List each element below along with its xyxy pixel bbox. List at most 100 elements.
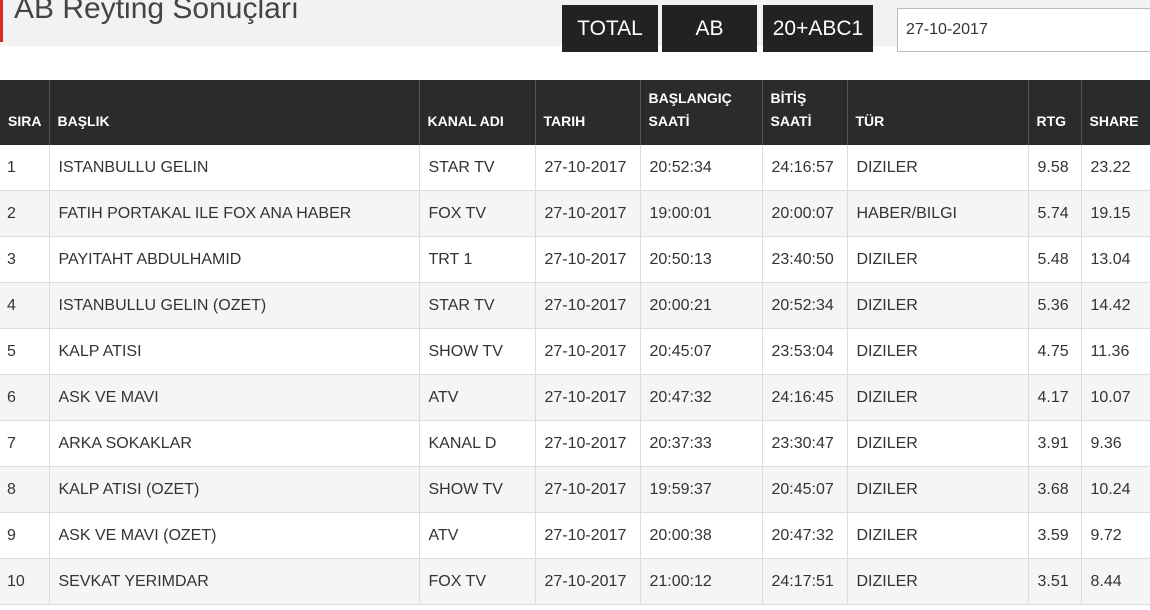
table-cell: SEVKAT YERIMDAR [49,558,420,605]
table-cell: 10.07 [1081,374,1150,421]
table-cell: 20:50:13 [640,236,763,283]
table-cell: 20:37:33 [640,420,763,467]
table-cell: DIZILER [847,420,1029,467]
table-cell: 20:52:34 [762,282,848,329]
table-cell: 4 [0,282,50,329]
table-cell: 24:16:45 [762,374,848,421]
table-cell: 5.48 [1028,236,1082,283]
table-cell: 27-10-2017 [535,420,641,467]
table-cell: 1 [0,145,50,191]
table-cell: ISTANBULLU GELIN [49,145,420,191]
table-cell: 24:17:51 [762,558,848,605]
table-cell: 9.72 [1081,512,1150,559]
table-cell: 24:16:57 [762,145,848,191]
table-row: 9 ASK VE MAVI (OZET) ATV 27-10-2017 20:00:38… [0,512,1150,559]
filter-button[interactable]: TOTAL [562,5,658,52]
table-cell: PAYITAHT ABDULHAMID [49,236,420,283]
table-cell: 23:53:04 [762,328,848,375]
table-cell: DIZILER [847,558,1029,605]
table-cell: 4.17 [1028,374,1082,421]
table-row: 3 PAYITAHT ABDULHAMID TRT 1 27-10-2017 20:50… [0,236,1150,283]
table-cell: 9.36 [1081,420,1150,467]
table-cell: 27-10-2017 [535,236,641,283]
header-row: SIRA BAŞLIK KANAL ADI TARIH BAŞLANGIÇ SAATİ B… [0,80,1150,145]
ratings-table: SIRA BAŞLIK KANAL ADI TARIH BAŞLANGIÇ SAATİ B… [0,80,1150,605]
table-cell: 20:45:07 [762,466,848,513]
table-cell: 27-10-2017 [535,145,641,191]
table-cell: 8 [0,466,50,513]
table-cell: ASK VE MAVI (OZET) [49,512,420,559]
table-row: 5 KALP ATISI SHOW TV 27-10-2017 20:45:07 23:5… [0,328,1150,375]
table-cell: 3.68 [1028,466,1082,513]
column-header[interactable]: BİTİŞ SAATİ [762,80,848,145]
table-cell: ARKA SOKAKLAR [49,420,420,467]
table-cell: 6 [0,374,50,421]
table-cell: 27-10-2017 [535,282,641,329]
table-cell: DIZILER [847,282,1029,329]
column-header[interactable]: KANAL ADI [419,80,536,145]
table-cell: TRT 1 [419,236,536,283]
table-cell: 10.24 [1081,466,1150,513]
column-header[interactable]: TÜR [847,80,1029,145]
table-cell: 20:47:32 [640,374,763,421]
table-cell: 20:52:34 [640,145,763,191]
table-cell: FOX TV [419,558,536,605]
table-cell: 19:00:01 [640,190,763,237]
filter-button[interactable]: AB [662,5,757,52]
table-cell: 23:30:47 [762,420,848,467]
filter-button[interactable]: 20+ABC1 [763,5,873,52]
table-cell: SHOW TV [419,466,536,513]
table-cell: DIZILER [847,466,1029,513]
table-cell: 20:00:21 [640,282,763,329]
table-cell: 2 [0,190,50,237]
table-cell: 27-10-2017 [535,190,641,237]
table-row: 2 FATIH PORTAKAL ILE FOX ANA HABER FOX TV 2… [0,190,1150,237]
table-cell: SHOW TV [419,328,536,375]
table-cell: 3.59 [1028,512,1082,559]
table-cell: DIZILER [847,236,1029,283]
table-cell: 27-10-2017 [535,374,641,421]
table-cell: KANAL D [419,420,536,467]
table-body: 1 ISTANBULLU GELIN STAR TV 27-10-2017 20:52:… [0,145,1150,605]
table-cell: 9.58 [1028,145,1082,191]
table-cell: DIZILER [847,145,1029,191]
column-header[interactable]: BAŞLANGIÇ SAATİ [640,80,763,145]
table-row: 1 ISTANBULLU GELIN STAR TV 27-10-2017 20:52:… [0,145,1150,191]
column-header[interactable]: RTG [1028,80,1082,145]
table-cell: ATV [419,374,536,421]
table-cell: 23:40:50 [762,236,848,283]
column-header[interactable]: BAŞLIK [49,80,420,145]
table-row: 4 ISTANBULLU GELIN (OZET) STAR TV 27-10-201… [0,282,1150,329]
table-cell: 5.74 [1028,190,1082,237]
table-cell: DIZILER [847,512,1029,559]
table-cell: 11.36 [1081,328,1150,375]
table-row: 7 ARKA SOKAKLAR KANAL D 27-10-2017 20:37:33 2… [0,420,1150,467]
table-cell: DIZILER [847,374,1029,421]
table-cell: 20:00:38 [640,512,763,559]
table-cell: FOX TV [419,190,536,237]
table-cell: 27-10-2017 [535,558,641,605]
table-row: 10 SEVKAT YERIMDAR FOX TV 27-10-2017 21:00:1… [0,558,1150,605]
table-cell: 7 [0,420,50,467]
table-cell: 19:59:37 [640,466,763,513]
table-cell: 10 [0,558,50,605]
table-cell: FATIH PORTAKAL ILE FOX ANA HABER [49,190,420,237]
table-cell: 20:45:07 [640,328,763,375]
table-cell: KALP ATISI (OZET) [49,466,420,513]
column-header[interactable]: SHARE [1081,80,1150,145]
column-header[interactable]: SIRA [0,80,50,145]
date-input[interactable]: 27-10-2017 [897,8,1150,52]
table-row: 6 ASK VE MAVI ATV 27-10-2017 20:47:32 24:16:4… [0,374,1150,421]
table-cell: 13.04 [1081,236,1150,283]
table-cell: STAR TV [419,282,536,329]
table-cell: KALP ATISI [49,328,420,375]
table-cell: 20:00:07 [762,190,848,237]
table-cell: 3.91 [1028,420,1082,467]
page-title: AB Reyting Sonuçları [14,0,300,25]
column-header[interactable]: TARIH [535,80,641,145]
table-cell: 5.36 [1028,282,1082,329]
table-cell: 27-10-2017 [535,328,641,375]
table-cell: 9 [0,512,50,559]
table-cell: 5 [0,328,50,375]
